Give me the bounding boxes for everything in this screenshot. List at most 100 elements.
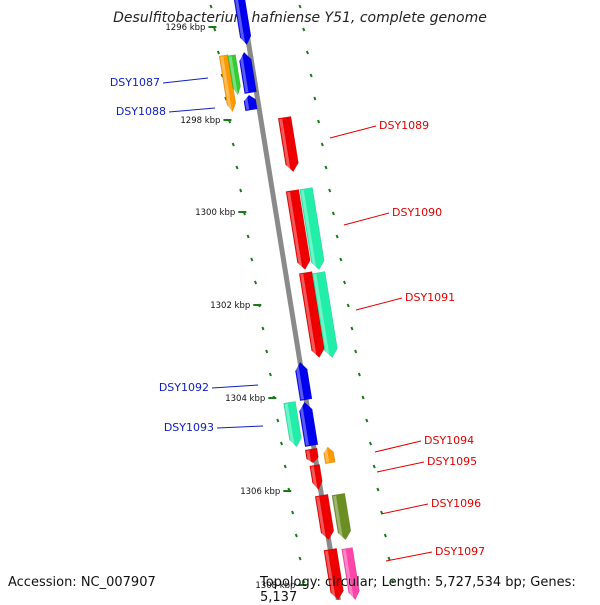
gene-leader-line [162, 77, 209, 84]
gene-arrow-shape [277, 115, 299, 173]
gene-label-dsy1092[interactable]: DSY1092 [159, 381, 209, 394]
tick-mark-right [320, 142, 324, 147]
gene-arrow-shape [304, 447, 319, 464]
tick-marks [209, 4, 395, 584]
tick-mark-right [368, 441, 373, 446]
gene-leader-line [211, 384, 259, 389]
gene-arrow-shape [298, 271, 325, 358]
gene-leader-line [385, 551, 433, 562]
gene-arrow[interactable] [298, 271, 326, 359]
tick-mark-left [283, 464, 287, 469]
gene-leader-line [374, 440, 422, 453]
gene-arrow-shape [311, 271, 338, 358]
gene-arrow[interactable] [285, 189, 312, 270]
gene-arrow-shape [309, 464, 323, 491]
gene-arrow-highlight [279, 118, 291, 172]
gene-arrow-highlight [342, 549, 354, 600]
gene-arrow-highlight [323, 448, 330, 463]
gene-label-dsy1091[interactable]: DSY1091 [405, 291, 455, 304]
gene-arrow-highlight [220, 56, 232, 112]
tick-mark-right [317, 119, 321, 124]
gene-label-dsy1095[interactable]: DSY1095 [427, 455, 477, 468]
gene-leader-line [216, 425, 264, 429]
tick-mark-right [335, 234, 339, 239]
gene-leader-line [380, 503, 429, 515]
tick-mark-right [331, 211, 335, 216]
gene-leader-line [376, 461, 425, 473]
tick-mark-left [209, 4, 213, 9]
gene-arrow-highlight [324, 550, 336, 600]
gene-arrow[interactable] [277, 115, 300, 173]
tick-mark-right [328, 188, 332, 193]
tick-mark-right [376, 487, 380, 492]
gene-arrow[interactable] [299, 187, 326, 270]
tick-mark-right [313, 96, 317, 101]
gene-arrow[interactable] [243, 94, 258, 112]
gene-arrow[interactable] [304, 447, 319, 464]
scale-label: 1296 kbp [165, 23, 205, 33]
gene-label-dsy1089[interactable]: DSY1089 [379, 119, 429, 132]
tick-mark-left [246, 234, 250, 239]
gene-arrow[interactable] [218, 54, 237, 113]
tick-mark-right [387, 556, 391, 561]
map-title: Desulfitobacterium hafniense Y51, comple… [113, 10, 487, 26]
gene-arrow-highlight [244, 96, 250, 110]
gene-leader-line [168, 107, 216, 113]
tick-mark-left [265, 349, 269, 354]
gene-label-dsy1096[interactable]: DSY1096 [431, 497, 481, 510]
gene-label-dsy1093[interactable]: DSY1093 [164, 421, 214, 434]
gene-arrow[interactable] [323, 547, 345, 600]
gene-arrow-highlight [234, 0, 246, 45]
gene-arrow-highlight [313, 273, 330, 358]
gene-arrow[interactable] [294, 361, 313, 402]
gene-arrow[interactable] [283, 400, 303, 448]
tick-mark-right [391, 579, 395, 584]
gene-arrow[interactable] [314, 493, 335, 541]
gene-leader-line [355, 297, 403, 311]
gene-label-dsy1097[interactable]: DSY1097 [435, 545, 485, 558]
gene-arrow-shape [323, 446, 336, 465]
gene-label-dsy1087[interactable]: DSY1087 [110, 76, 160, 89]
scale-label: 1306 kbp [240, 487, 280, 497]
gene-label-dsy1094[interactable]: DSY1094 [424, 434, 474, 447]
gene-label-dsy1088[interactable]: DSY1088 [116, 105, 166, 118]
gene-label-dsy1090[interactable]: DSY1090 [392, 206, 442, 219]
gene-leader-line [343, 212, 390, 226]
gene-arrow-shape [283, 400, 302, 448]
genome-summary-text: Topology: circular; Length: 5,727,534 bp… [260, 575, 576, 605]
gene-arrow-shape [285, 189, 311, 270]
gene-arrow[interactable] [227, 54, 242, 96]
scale-label: 1300 kbp [195, 208, 235, 218]
tick-mark-right [354, 349, 358, 354]
gene-features [218, 0, 361, 600]
tick-mark-left [279, 441, 284, 446]
gene-arrow[interactable] [331, 492, 352, 541]
gene-arrow[interactable] [298, 401, 319, 448]
accession-text: Accession: NC_007907 [8, 575, 156, 590]
tick-mark-right [372, 464, 376, 469]
gene-arrow-shape [314, 493, 335, 541]
gene-arrow[interactable] [238, 51, 257, 95]
tick-mark-right [383, 533, 387, 538]
gene-arrow-shape [295, 361, 313, 402]
tick-mark-left [213, 27, 217, 32]
tick-mark-right [305, 50, 309, 55]
gene-arrow-shape [341, 547, 360, 600]
gene-arrow-shape [299, 187, 325, 270]
gene-arrow[interactable] [311, 271, 339, 359]
scale-labels: 1296 kbp 1298 kbp 1300 kbp 1302 kbp 1304 kbp… [165, 23, 307, 591]
gene-arrow-shape [299, 401, 319, 448]
gene-arrow[interactable] [309, 464, 324, 491]
gene-arrow[interactable] [341, 547, 361, 600]
gene-arrow-shape [243, 94, 258, 112]
gene-arrow-shape [233, 0, 252, 46]
gene-arrow-highlight [295, 363, 304, 400]
tick-mark-right [365, 418, 369, 423]
gene-arrow[interactable] [323, 446, 336, 465]
tick-mark-right [339, 257, 343, 262]
gene-arrow[interactable] [233, 0, 252, 46]
tick-mark-left [298, 556, 302, 561]
tick-mark-left [294, 533, 298, 538]
gene-arrow-shape [323, 547, 344, 600]
